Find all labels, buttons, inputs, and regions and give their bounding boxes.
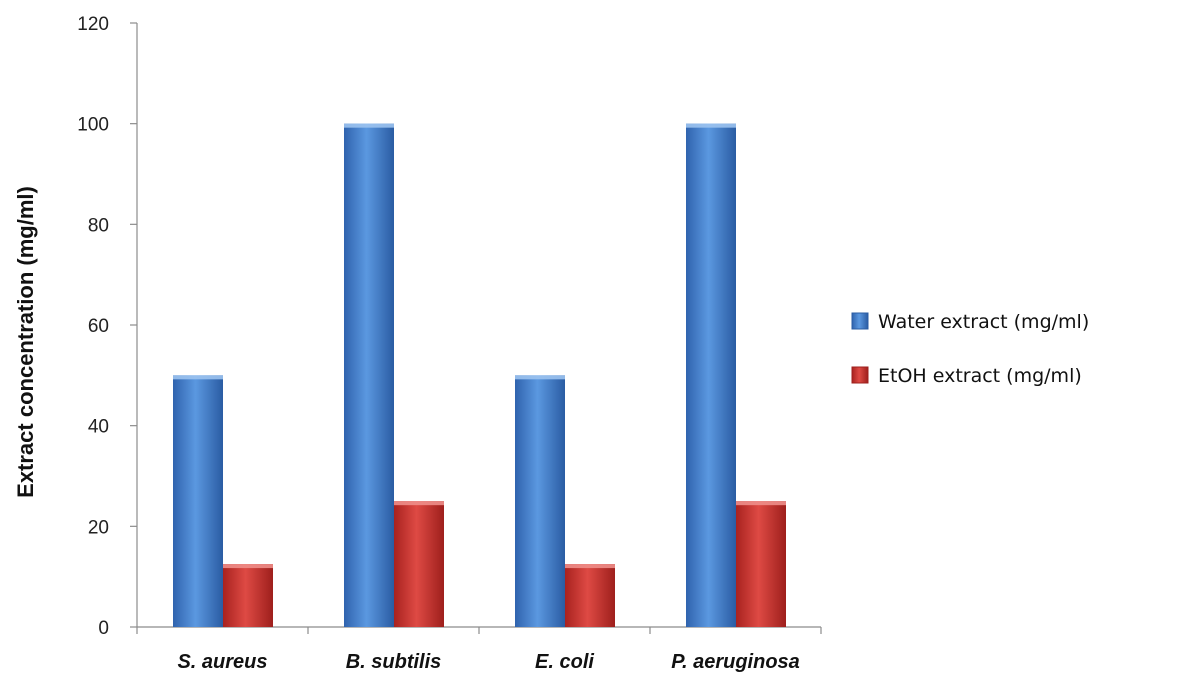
bar-top-cap (173, 375, 223, 380)
bar-etoh-3 (736, 501, 786, 627)
bar-top-cap (223, 564, 273, 569)
bar-water-0 (173, 375, 223, 627)
bar-body (565, 564, 615, 627)
bar-body (515, 375, 565, 627)
legend-swatch (851, 312, 869, 330)
y-tick-label: 80 (88, 215, 109, 236)
bar-top-cap (344, 123, 394, 128)
category-labels: S. aureus B. subtilis E. coli P. aeruginosa (177, 651, 799, 673)
bar-top-cap (394, 501, 444, 506)
y-tick-label: 120 (77, 14, 109, 35)
legend-swatch (851, 366, 869, 384)
bar-etoh-2 (565, 564, 615, 627)
x-tick-label: S. aureus (177, 651, 267, 673)
bar-body (344, 123, 394, 628)
bar-body (173, 375, 223, 627)
bar-top-cap (686, 123, 736, 128)
y-axis: 0 20 40 60 80 100 120 (77, 14, 138, 639)
x-tick-label: B. subtilis (346, 651, 442, 673)
y-axis-title: Extract concentration (mg/ml) (13, 186, 38, 498)
legend-label: EtOH extract (mg/ml) (878, 365, 1082, 387)
bar-body (686, 123, 736, 628)
bar-top-cap (565, 564, 615, 569)
bar-etoh-0 (223, 564, 273, 627)
y-tick-label: 60 (88, 316, 109, 337)
bar-body (223, 564, 273, 627)
bars (173, 123, 786, 628)
y-tick-label: 40 (88, 417, 109, 438)
bar-water-1 (344, 123, 394, 628)
legend-label: Water extract (mg/ml) (878, 311, 1089, 333)
y-tick-label: 0 (98, 618, 109, 639)
bar-water-3 (686, 123, 736, 628)
bar-top-cap (736, 501, 786, 506)
x-tick-label: P. aeruginosa (671, 651, 800, 673)
x-axis (136, 626, 822, 634)
legend-item-1: EtOH extract (mg/ml) (851, 365, 1082, 387)
y-tick-label: 100 (77, 115, 109, 136)
x-tick-label: E. coli (535, 651, 594, 673)
bar-etoh-1 (394, 501, 444, 627)
bar-body (736, 501, 786, 627)
bar-body (394, 501, 444, 627)
legend: Water extract (mg/ml) EtOH extract (mg/ml… (851, 311, 1089, 387)
y-tick-label: 20 (88, 517, 109, 538)
bar-top-cap (515, 375, 565, 380)
legend-item-0: Water extract (mg/ml) (851, 311, 1089, 333)
bar-water-2 (515, 375, 565, 627)
